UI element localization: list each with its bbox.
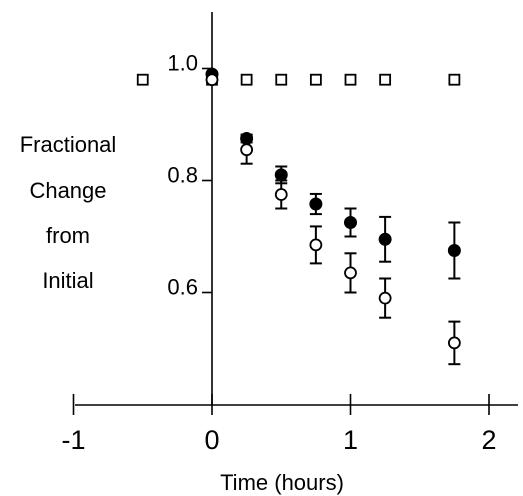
data-point-open-square (309, 73, 322, 86)
x-tick-label: 2 (481, 425, 496, 455)
data-point-open-circle (447, 336, 461, 350)
y-tick-label: 0.8 (167, 163, 198, 188)
data-point-open-circle (344, 266, 357, 280)
data-point-filled-circle (274, 168, 288, 182)
data-point-open-circle (309, 238, 323, 252)
x-tick-label: -1 (61, 425, 85, 455)
y-axis-label-line: Fractional (20, 132, 117, 157)
data-point-filled-circle (447, 244, 461, 257)
data-point-open-circle (378, 291, 392, 305)
x-tick-label: 1 (343, 425, 358, 455)
data-markers (136, 67, 461, 350)
y-axis-label-line: Change (29, 178, 106, 203)
data-point-filled-circle (240, 132, 254, 145)
data-point-open-circle (240, 143, 254, 157)
error-bars (240, 133, 461, 366)
data-point-open-circle (205, 73, 219, 87)
data-point-open-square (448, 73, 461, 86)
data-point-open-square (275, 73, 288, 86)
data-point-filled-circle (378, 232, 392, 246)
data-point-open-square (344, 73, 357, 86)
y-axis-label: Fractional Change from Initial (20, 132, 117, 293)
data-point-open-square (136, 73, 149, 86)
y-axis-label-line: Initial (42, 268, 93, 293)
tick-marks (72, 67, 490, 415)
y-tick-label: 1.0 (167, 51, 198, 76)
y-axis-label-line: from (46, 223, 90, 248)
x-axis-label: Time (hours) (220, 470, 344, 495)
y-tick-label: 0.6 (167, 275, 198, 300)
tick-labels: -1 0 1 2 1.0 0.8 0.6 (61, 51, 496, 456)
data-point-open-square (379, 73, 392, 86)
x-tick-label: 0 (204, 425, 219, 455)
data-point-filled-circle (309, 197, 323, 211)
data-point-open-circle (274, 188, 288, 201)
data-point-filled-circle (344, 216, 357, 229)
data-point-open-square (240, 73, 253, 86)
